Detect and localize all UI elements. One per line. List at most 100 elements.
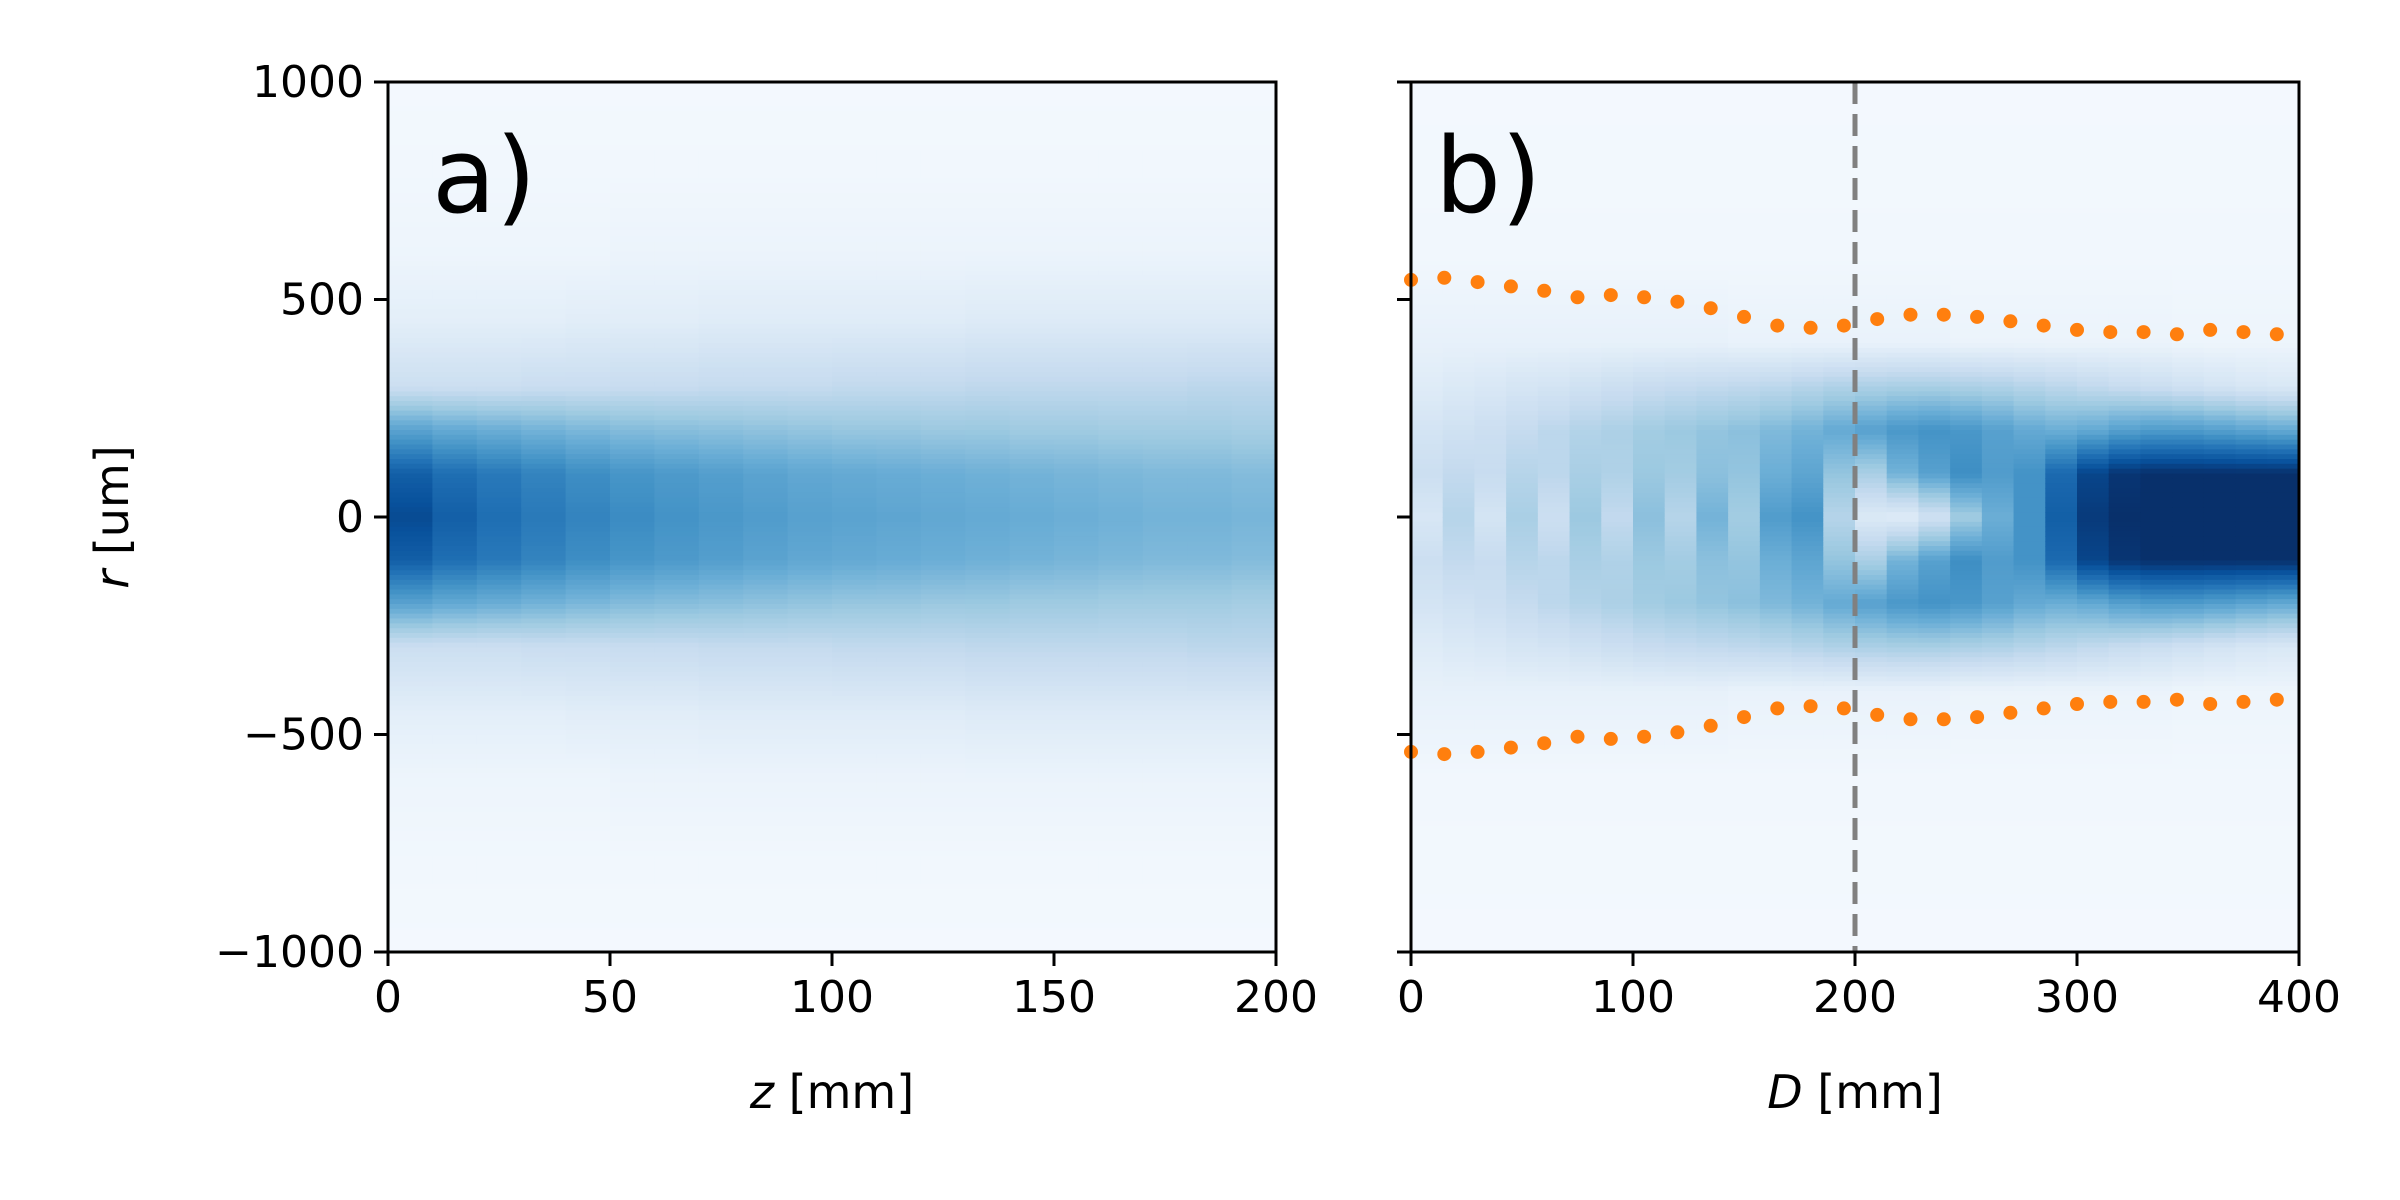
heatmap-cell bbox=[654, 285, 700, 291]
heatmap-cell bbox=[1098, 415, 1144, 421]
heatmap-cell bbox=[1187, 860, 1233, 866]
heatmap-cell bbox=[565, 579, 611, 586]
heatmap-cell bbox=[1054, 149, 1099, 156]
heatmap-cell bbox=[1411, 338, 1444, 344]
heatmap-cell bbox=[1142, 802, 1188, 808]
heatmap-cell bbox=[521, 314, 567, 320]
heatmap-cell bbox=[1142, 256, 1188, 262]
heatmap-cell bbox=[876, 198, 922, 204]
heatmap-cell bbox=[876, 894, 922, 900]
heatmap-cell bbox=[521, 773, 567, 779]
heatmap-cell bbox=[654, 531, 700, 537]
heatmap-cell bbox=[965, 111, 1011, 117]
heatmap-cell bbox=[432, 222, 478, 228]
heatmap-cell bbox=[1098, 381, 1144, 388]
heatmap-cell bbox=[1187, 367, 1233, 373]
heatmap-cell bbox=[1187, 202, 1233, 209]
heatmap-cell bbox=[1601, 560, 1634, 566]
heatmap-cell bbox=[388, 855, 433, 861]
heatmap-cell bbox=[1537, 787, 1571, 794]
heatmap-cell bbox=[1231, 372, 1277, 378]
heatmap-b bbox=[1411, 82, 2300, 953]
heatmap-cell bbox=[388, 488, 433, 494]
heatmap-cell bbox=[876, 584, 922, 591]
heatmap-cell bbox=[1187, 212, 1233, 218]
heatmap-cell bbox=[1187, 705, 1233, 711]
heatmap-cell bbox=[1569, 246, 1602, 252]
heatmap-cell bbox=[876, 372, 922, 378]
heatmap-cell bbox=[1537, 840, 1571, 847]
heatmap-cell bbox=[743, 637, 789, 644]
heatmap-cell bbox=[1537, 386, 1571, 392]
heatmap-cell bbox=[1411, 584, 1444, 591]
heatmap-cell bbox=[1098, 164, 1144, 170]
heatmap-cell bbox=[965, 797, 1011, 803]
heatmap-cell bbox=[1054, 227, 1099, 233]
heatmap-cell bbox=[476, 454, 522, 460]
heatmap-cell bbox=[1569, 570, 1602, 576]
heatmap-cell bbox=[832, 787, 877, 794]
heatmap-cell bbox=[743, 430, 789, 436]
heatmap-cell bbox=[1187, 604, 1233, 610]
heatmap-cell bbox=[1537, 231, 1571, 238]
heatmap-cell bbox=[1231, 541, 1277, 547]
heatmap-cell bbox=[743, 444, 789, 450]
heatmap-cell bbox=[1411, 623, 1444, 629]
heatmap-cell bbox=[698, 376, 744, 383]
heatmap-cell bbox=[1537, 560, 1571, 566]
heatmap-cell bbox=[521, 753, 567, 760]
heatmap-cell bbox=[1231, 758, 1277, 765]
heatmap-cell bbox=[1231, 903, 1277, 910]
heatmap-cell bbox=[565, 676, 611, 682]
heatmap-cell bbox=[787, 507, 833, 513]
heatmap-cell bbox=[1054, 560, 1099, 566]
heatmap-cell bbox=[1474, 787, 1507, 794]
heatmap-cell bbox=[787, 898, 833, 905]
heatmap-cell bbox=[1442, 343, 1476, 349]
heatmap-cell bbox=[832, 275, 877, 281]
heatmap-cell bbox=[521, 430, 567, 436]
heatmap-cell bbox=[1142, 396, 1188, 402]
heatmap-cell bbox=[565, 401, 611, 407]
heatmap-cell bbox=[1231, 227, 1277, 233]
heatmap-cell bbox=[876, 662, 922, 668]
heatmap-cell bbox=[1142, 720, 1188, 726]
heatmap-cell bbox=[1098, 507, 1144, 513]
heatmap-cell bbox=[1187, 802, 1233, 808]
heatmap-cell bbox=[1411, 758, 1444, 765]
heatmap-cell bbox=[476, 734, 522, 740]
heatmap-cell bbox=[521, 323, 567, 330]
heatmap-cell bbox=[1537, 816, 1571, 823]
heatmap-cell bbox=[476, 434, 522, 441]
heatmap-cell bbox=[1506, 628, 1539, 634]
heatmap-cell bbox=[698, 526, 744, 533]
heatmap-cell bbox=[698, 932, 744, 939]
heatmap-cell bbox=[920, 589, 966, 595]
heatmap-cell bbox=[743, 657, 789, 663]
heatmap-cell bbox=[1442, 164, 1476, 170]
heatmap-cell bbox=[565, 729, 611, 736]
heatmap-cell bbox=[388, 927, 433, 934]
heatmap-cell bbox=[565, 845, 611, 852]
heatmap-cell bbox=[610, 270, 655, 276]
heatmap-cell bbox=[565, 144, 611, 151]
heatmap-cell bbox=[432, 396, 478, 402]
heatmap-cell bbox=[476, 227, 522, 233]
heatmap-cell bbox=[1569, 309, 1602, 315]
heatmap-cell bbox=[1187, 720, 1233, 726]
heatmap-cell bbox=[388, 246, 433, 252]
heatmap-cell bbox=[476, 860, 522, 866]
heatmap-cell bbox=[1098, 256, 1144, 262]
heatmap-cell bbox=[965, 584, 1011, 591]
heatmap-cell bbox=[876, 889, 922, 895]
heatmap-cell bbox=[787, 927, 833, 934]
heatmap-cell bbox=[1569, 188, 1602, 194]
heatmap-cell bbox=[920, 478, 966, 484]
heatmap-cell bbox=[1442, 845, 1476, 852]
heatmap-cell bbox=[521, 850, 567, 856]
heatmap-cell bbox=[1098, 372, 1144, 378]
heatmap-cell bbox=[388, 125, 433, 131]
heatmap-cell bbox=[1601, 937, 1634, 943]
heatmap-cell bbox=[1142, 294, 1188, 301]
heatmap-cell bbox=[1009, 159, 1055, 165]
